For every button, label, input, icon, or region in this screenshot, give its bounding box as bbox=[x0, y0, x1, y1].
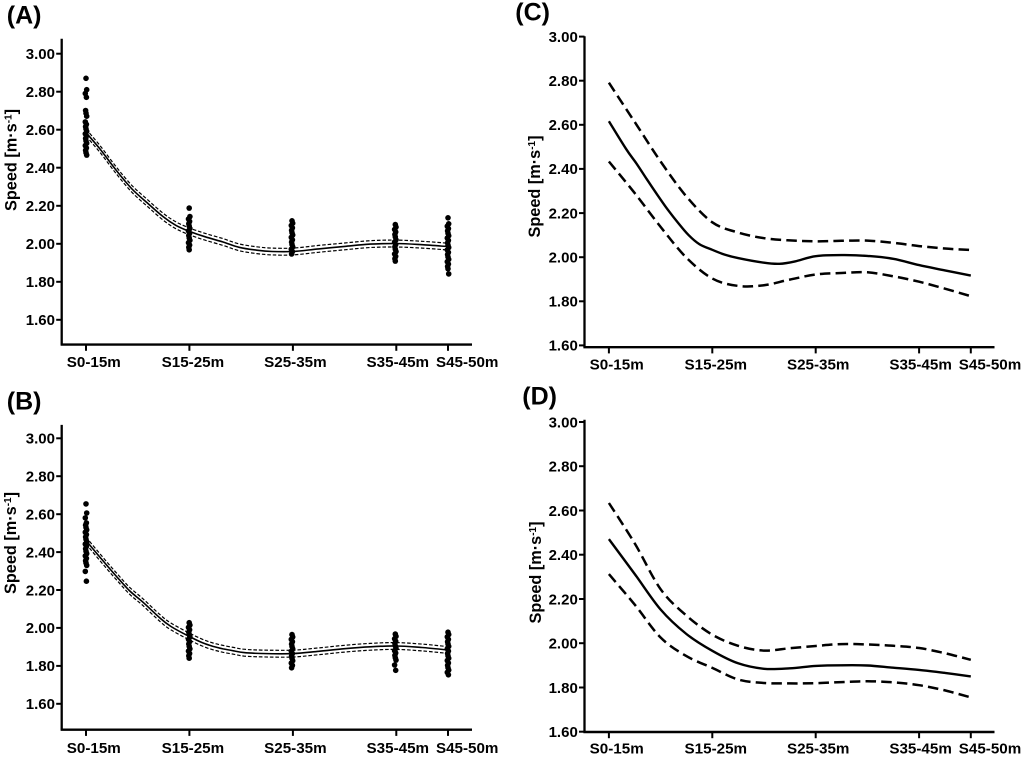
svg-text:2.20: 2.20 bbox=[549, 205, 578, 222]
svg-text:2.80: 2.80 bbox=[26, 469, 55, 486]
svg-text:S35-45m: S35-45m bbox=[889, 357, 951, 374]
svg-text:S0-15m: S0-15m bbox=[590, 740, 644, 757]
svg-text:2.40: 2.40 bbox=[26, 544, 55, 561]
svg-text:2.60: 2.60 bbox=[549, 117, 578, 134]
svg-text:S35-45m: S35-45m bbox=[367, 354, 429, 371]
svg-text:S25-35m: S25-35m bbox=[264, 740, 326, 757]
svg-text:(A): (A) bbox=[7, 1, 42, 29]
svg-text:Speed [m·s-1]: Speed [m·s-1] bbox=[3, 109, 21, 211]
svg-text:2.80: 2.80 bbox=[549, 459, 578, 476]
svg-text:1.60: 1.60 bbox=[26, 312, 55, 329]
svg-text:S45-50m: S45-50m bbox=[436, 354, 498, 371]
svg-text:Speed [m·s-1]: Speed [m·s-1] bbox=[527, 521, 545, 623]
svg-text:2.40: 2.40 bbox=[549, 547, 578, 564]
svg-text:S35-45m: S35-45m bbox=[889, 740, 951, 757]
svg-text:S25-35m: S25-35m bbox=[787, 740, 849, 757]
svg-text:2.00: 2.00 bbox=[26, 620, 55, 637]
svg-text:2.40: 2.40 bbox=[549, 161, 578, 178]
svg-text:Speed [m·s-1]: Speed [m·s-1] bbox=[526, 135, 544, 237]
svg-text:2.40: 2.40 bbox=[26, 160, 55, 177]
svg-text:S45-50m: S45-50m bbox=[959, 357, 1021, 374]
svg-text:2.60: 2.60 bbox=[549, 503, 578, 520]
svg-text:S15-25m: S15-25m bbox=[162, 740, 224, 757]
svg-text:S25-35m: S25-35m bbox=[264, 354, 326, 371]
svg-text:2.80: 2.80 bbox=[549, 73, 578, 90]
svg-text:2.00: 2.00 bbox=[549, 250, 578, 267]
svg-text:2.60: 2.60 bbox=[26, 507, 55, 524]
svg-text:2.20: 2.20 bbox=[26, 198, 55, 215]
svg-text:S25-35m: S25-35m bbox=[787, 357, 849, 374]
svg-text:S45-50m: S45-50m bbox=[959, 740, 1021, 757]
svg-text:S15-25m: S15-25m bbox=[685, 740, 747, 757]
svg-text:1.60: 1.60 bbox=[549, 338, 578, 355]
svg-text:S15-25m: S15-25m bbox=[162, 354, 224, 371]
svg-text:S0-15m: S0-15m bbox=[67, 740, 121, 757]
svg-text:2.60: 2.60 bbox=[26, 122, 55, 139]
svg-text:S0-15m: S0-15m bbox=[67, 354, 121, 371]
svg-text:1.60: 1.60 bbox=[26, 696, 55, 713]
svg-text:S0-15m: S0-15m bbox=[590, 357, 644, 374]
svg-text:S15-25m: S15-25m bbox=[685, 357, 747, 374]
svg-text:1.80: 1.80 bbox=[26, 658, 55, 675]
svg-text:Speed [m·s-1]: Speed [m·s-1] bbox=[2, 492, 20, 594]
svg-text:(B): (B) bbox=[7, 388, 42, 416]
svg-text:2.20: 2.20 bbox=[26, 582, 55, 599]
svg-text:2.20: 2.20 bbox=[549, 591, 578, 608]
svg-text:1.80: 1.80 bbox=[26, 274, 55, 291]
svg-text:2.00: 2.00 bbox=[26, 236, 55, 253]
svg-text:3.00: 3.00 bbox=[26, 46, 55, 63]
svg-text:(C): (C) bbox=[515, 0, 550, 26]
svg-text:3.00: 3.00 bbox=[549, 414, 578, 431]
svg-text:3.00: 3.00 bbox=[549, 29, 578, 46]
svg-text:1.80: 1.80 bbox=[549, 680, 578, 697]
svg-text:S45-50m: S45-50m bbox=[436, 740, 498, 757]
svg-text:1.60: 1.60 bbox=[549, 724, 578, 741]
svg-text:S35-45m: S35-45m bbox=[367, 740, 429, 757]
svg-text:3.00: 3.00 bbox=[26, 431, 55, 448]
svg-text:2.80: 2.80 bbox=[26, 84, 55, 101]
svg-text:2.00: 2.00 bbox=[549, 636, 578, 653]
svg-text:(D): (D) bbox=[522, 383, 557, 411]
svg-text:1.80: 1.80 bbox=[549, 294, 578, 311]
